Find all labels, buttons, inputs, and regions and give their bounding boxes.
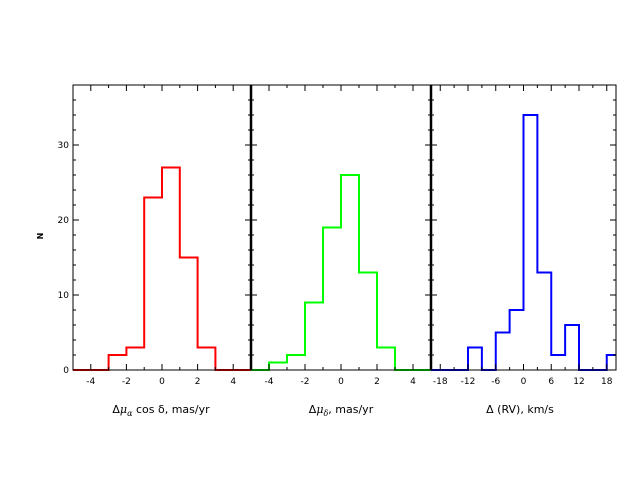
x-tick-label: 2 — [374, 377, 380, 387]
panel-1: -4 -2 0 2 4 0 10 20 30 — [58, 84, 252, 387]
y-tick-label: 0 — [63, 366, 69, 376]
x-label-1-mu: μ — [120, 403, 127, 416]
x-axis-label-3: Δ (RV), km/s — [486, 403, 554, 416]
x-label-1-sub: α — [127, 409, 133, 418]
x-tick-label: 0 — [159, 377, 165, 387]
x-tick-label: 4 — [230, 377, 236, 387]
y-tick-label: 20 — [58, 216, 70, 226]
histogram-2 — [251, 174, 431, 371]
x-label-1-delta: Δ — [112, 403, 120, 416]
x-tick-label: -2 — [301, 377, 310, 387]
x-label-2-mu: μ — [316, 403, 323, 416]
x-tick-label: -4 — [86, 377, 95, 387]
histogram-3 — [431, 114, 616, 371]
y-tick-label: 10 — [58, 291, 70, 301]
x-axis-label-2: Δμδ, mas/yr — [309, 403, 374, 418]
x-label-1-rest: cos δ, mas/yr — [132, 403, 210, 416]
histogram-1 — [73, 166, 251, 371]
x-tick-label: -18 — [433, 377, 448, 387]
panel-3: -18 -12 -6 0 6 12 18 — [430, 84, 617, 387]
x-tick-label: 12 — [573, 377, 584, 387]
x-tick-label: 0 — [338, 377, 344, 387]
x-tick-label: 0 — [521, 377, 527, 387]
y-axis-label: N — [36, 233, 45, 240]
x-tick-label: -6 — [491, 377, 500, 387]
x-tick-label: -2 — [122, 377, 131, 387]
x-tick-label: -12 — [461, 377, 476, 387]
x-label-2-rest: , mas/yr — [328, 403, 373, 416]
x-label-2-sub: δ — [323, 409, 328, 418]
x-tick-label: 4 — [410, 377, 416, 387]
x-tick-label: -4 — [265, 377, 274, 387]
x-label-2-delta: Δ — [309, 403, 317, 416]
plot-frame-1 — [72, 84, 252, 371]
x-tick-label: 18 — [601, 377, 613, 387]
panel-2: -4 -2 0 2 4 — [250, 84, 432, 387]
x-tick-label: 6 — [548, 377, 554, 387]
x-tick-label: 2 — [195, 377, 201, 387]
x-axis-label-1: Δμα cos δ, mas/yr — [112, 403, 210, 418]
y-tick-label: 30 — [58, 141, 70, 151]
